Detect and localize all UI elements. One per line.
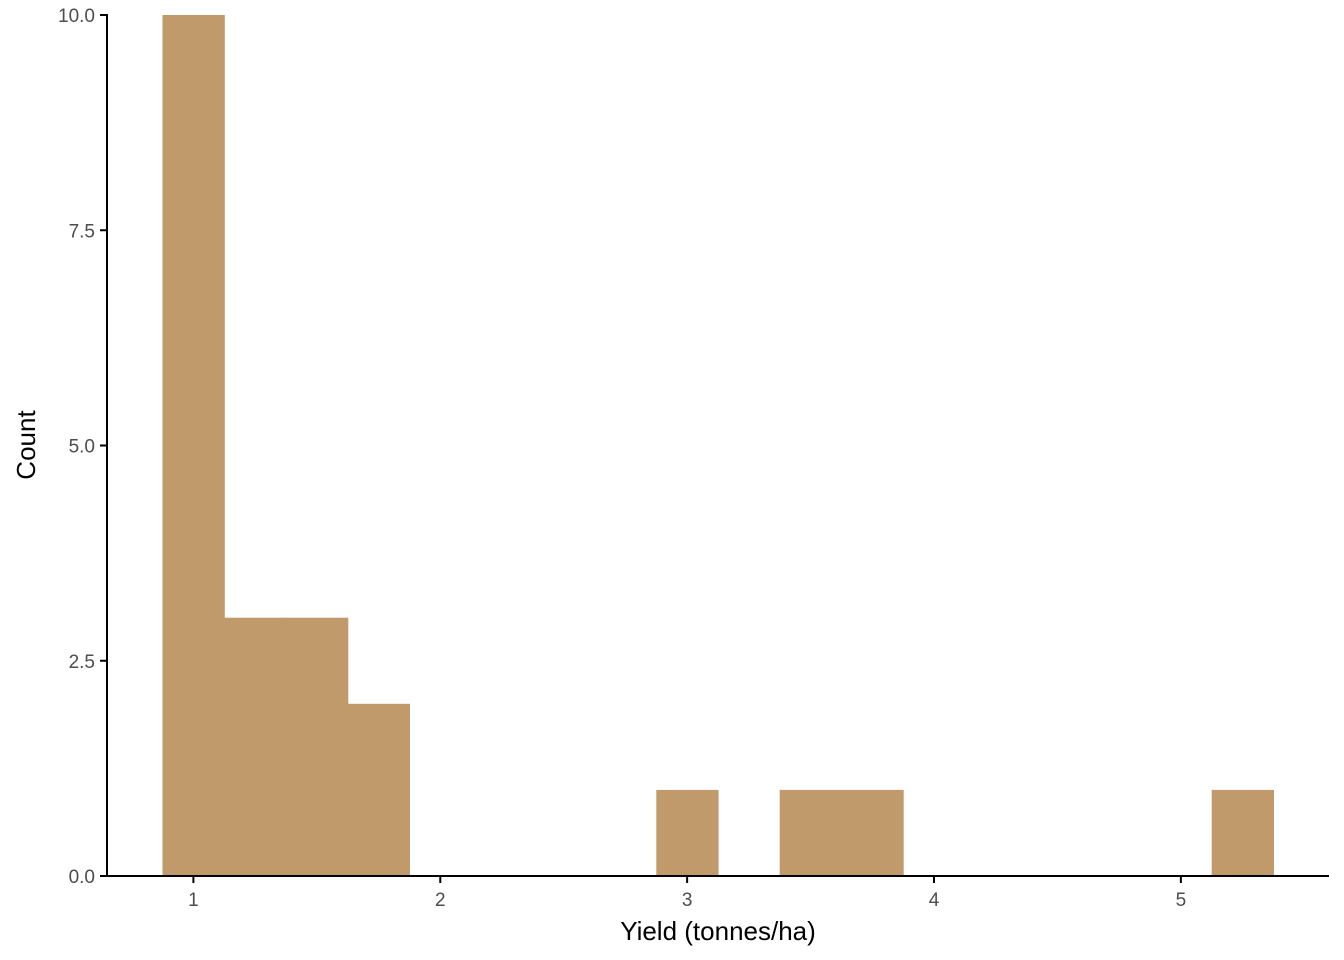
y-axis-ticks: 0.0 2.5 5.0 7.5 10.0 <box>58 6 107 888</box>
histogram-bar-0 <box>162 15 225 876</box>
y-tick-label: 2.5 <box>69 652 95 673</box>
histogram-bar-4 <box>656 789 719 876</box>
histogram-bar-1 <box>224 617 287 876</box>
histogram-bar-7 <box>1211 789 1274 876</box>
y-tick-label: 5.0 <box>69 437 95 458</box>
x-tick-label: 5 <box>1176 890 1187 911</box>
y-tick-label: 0.0 <box>69 867 95 888</box>
histogram-bar-2 <box>286 617 349 876</box>
histogram-bar-6 <box>841 789 904 876</box>
x-axis-ticks: 1 2 3 4 5 <box>188 876 1186 911</box>
x-tick-label: 2 <box>435 890 446 911</box>
histogram-bar-5 <box>779 789 842 876</box>
x-tick-label: 3 <box>682 890 693 911</box>
x-axis-title: Yield (tonnes/ha) <box>620 916 816 946</box>
x-tick-label: 1 <box>188 890 199 911</box>
y-tick-label: 10.0 <box>58 6 95 27</box>
y-tick-label: 7.5 <box>69 221 95 242</box>
histogram-bar-3 <box>347 703 410 876</box>
y-axis-title: Count <box>11 410 41 480</box>
x-tick-label: 4 <box>929 890 940 911</box>
histogram-bars <box>162 15 1274 876</box>
